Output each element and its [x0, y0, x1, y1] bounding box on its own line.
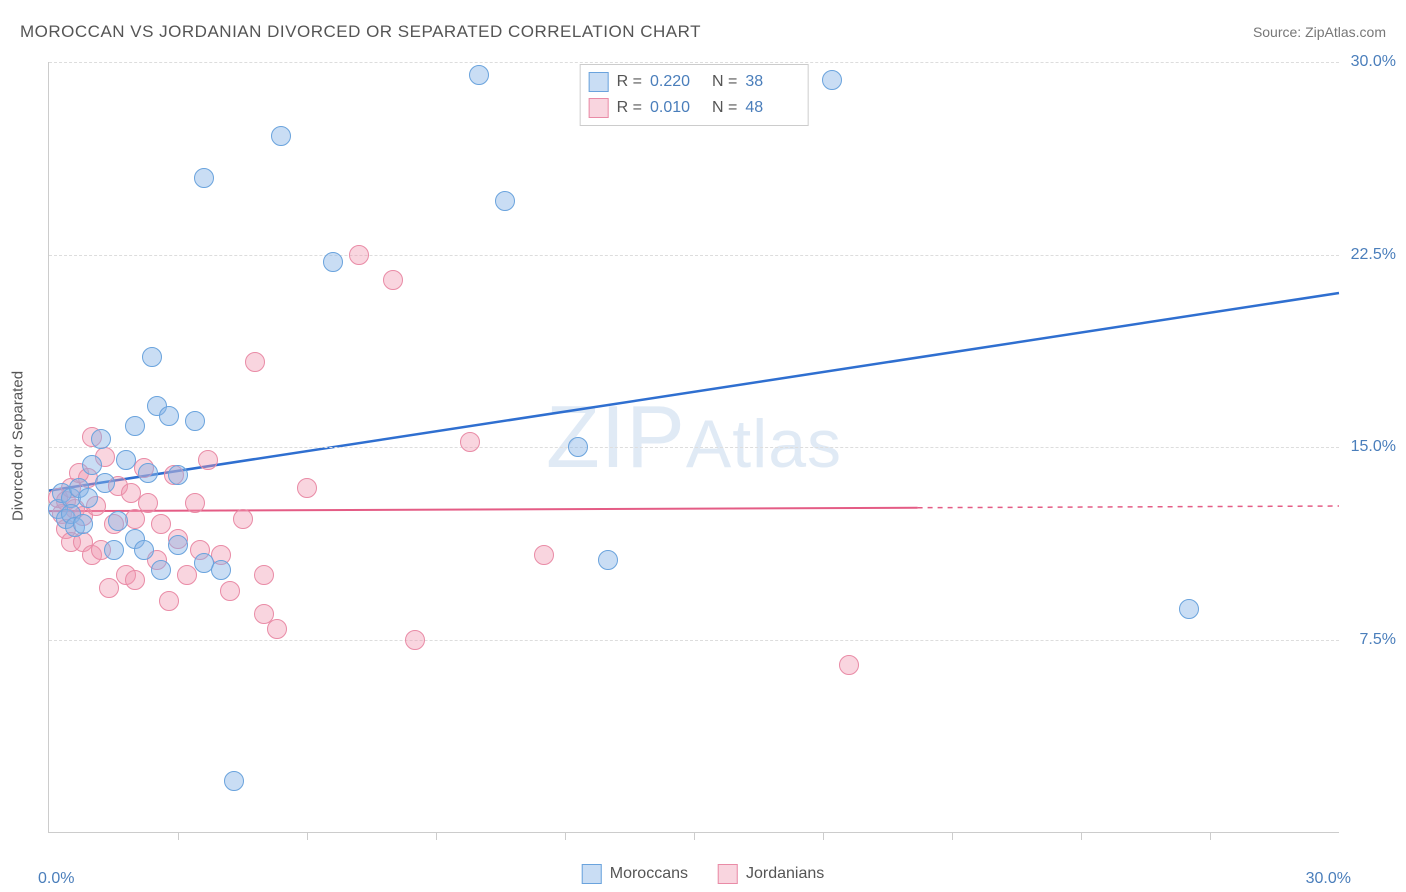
- jordanians-point: [297, 478, 317, 498]
- moroccans-point: [185, 411, 205, 431]
- y-tick-label: 22.5%: [1351, 246, 1396, 264]
- x-tick: [1081, 832, 1082, 840]
- jordanians-point: [267, 619, 287, 639]
- jordanians-point: [383, 270, 403, 290]
- y-tick-label: 30.0%: [1351, 53, 1396, 71]
- x-tick: [565, 832, 566, 840]
- moroccans-point: [82, 455, 102, 475]
- legend-series-label-moroccans: Moroccans: [610, 865, 688, 883]
- moroccans-point: [168, 535, 188, 555]
- legend-N-label: N =: [712, 95, 737, 121]
- jordanians-point: [151, 514, 171, 534]
- legend-swatch-moroccans: [589, 72, 609, 92]
- gridline: [49, 640, 1339, 641]
- legend-swatch-jordanians: [718, 864, 738, 884]
- moroccans-point: [91, 429, 111, 449]
- jordanians-point: [245, 352, 265, 372]
- jordanians-point: [177, 565, 197, 585]
- moroccans-point: [1179, 599, 1199, 619]
- moroccans-point: [125, 416, 145, 436]
- jordanians-point: [534, 545, 554, 565]
- legend-series-item-moroccans: Moroccans: [582, 864, 688, 884]
- legend-R-value-jordanians: 0.010: [650, 95, 704, 121]
- legend-series-item-jordanians: Jordanians: [718, 864, 824, 884]
- legend-N-label: N =: [712, 69, 737, 95]
- moroccans-point: [194, 168, 214, 188]
- moroccans-point: [116, 450, 136, 470]
- moroccans-point: [168, 465, 188, 485]
- gridline: [49, 447, 1339, 448]
- legend-correlation-row-jordanians: R = 0.010 N = 48: [589, 95, 800, 121]
- jordanians-point: [198, 450, 218, 470]
- jordanians-point: [349, 245, 369, 265]
- legend-series: Moroccans Jordanians: [582, 864, 825, 884]
- legend-R-label: R =: [617, 69, 642, 95]
- moroccans-point: [134, 540, 154, 560]
- legend-N-value-moroccans: 38: [745, 69, 799, 95]
- moroccans-point: [108, 511, 128, 531]
- legend-correlation-box: R = 0.220 N = 38 R = 0.010 N = 48: [580, 64, 809, 126]
- moroccans-point: [323, 252, 343, 272]
- moroccans-point: [211, 560, 231, 580]
- moroccans-point: [138, 463, 158, 483]
- gridline: [49, 255, 1339, 256]
- moroccans-point: [104, 540, 124, 560]
- x-tick: [952, 832, 953, 840]
- jordanians-point: [125, 570, 145, 590]
- moroccans-point: [78, 488, 98, 508]
- jordanians-regression-line: [49, 508, 918, 511]
- moroccans-point: [151, 560, 171, 580]
- x-tick: [1210, 832, 1211, 840]
- moroccans-point: [142, 347, 162, 367]
- y-tick-label: 7.5%: [1360, 631, 1396, 649]
- moroccans-point: [224, 771, 244, 791]
- moroccans-point: [271, 126, 291, 146]
- x-tick: [823, 832, 824, 840]
- moroccans-point: [73, 514, 93, 534]
- jordanians-point: [233, 509, 253, 529]
- moroccans-regression-line: [49, 293, 1339, 491]
- x-tick: [307, 832, 308, 840]
- legend-series-label-jordanians: Jordanians: [746, 865, 824, 883]
- jordanians-point: [138, 493, 158, 513]
- moroccans-point: [568, 437, 588, 457]
- jordanians-point: [99, 578, 119, 598]
- legend-R-value-moroccans: 0.220: [650, 69, 704, 95]
- jordanians-point: [159, 591, 179, 611]
- jordanians-point: [460, 432, 480, 452]
- legend-correlation-row-moroccans: R = 0.220 N = 38: [589, 69, 800, 95]
- legend-swatch-jordanians: [589, 98, 609, 118]
- moroccans-point: [469, 65, 489, 85]
- chart-title: MOROCCAN VS JORDANIAN DIVORCED OR SEPARA…: [20, 22, 701, 42]
- x-tick: [178, 832, 179, 840]
- jordanians-point: [185, 493, 205, 513]
- jordanians-point: [254, 565, 274, 585]
- jordanians-point: [405, 630, 425, 650]
- gridline: [49, 62, 1339, 63]
- jordanians-regression-line-dashed: [918, 506, 1339, 508]
- x-tick: [694, 832, 695, 840]
- legend-R-label: R =: [617, 95, 642, 121]
- y-tick-label: 15.0%: [1351, 438, 1396, 456]
- legend-swatch-moroccans: [582, 864, 602, 884]
- moroccans-point: [495, 191, 515, 211]
- source-label: Source: ZipAtlas.com: [1253, 24, 1386, 40]
- moroccans-point: [95, 473, 115, 493]
- moroccans-point: [822, 70, 842, 90]
- y-axis-label: Divorced or Separated: [10, 371, 27, 521]
- jordanians-point: [839, 655, 859, 675]
- chart-container: MOROCCAN VS JORDANIAN DIVORCED OR SEPARA…: [0, 0, 1406, 892]
- x-tick: [436, 832, 437, 840]
- moroccans-point: [159, 406, 179, 426]
- plot-area: ZIPAtlas R =0.220N =38R =0.010N =48: [48, 62, 1339, 833]
- x-axis-min-label: 0.0%: [38, 870, 74, 888]
- x-axis-max-label: 30.0%: [1306, 870, 1351, 888]
- moroccans-point: [598, 550, 618, 570]
- jordanians-point: [220, 581, 240, 601]
- legend-N-value-jordanians: 48: [745, 95, 799, 121]
